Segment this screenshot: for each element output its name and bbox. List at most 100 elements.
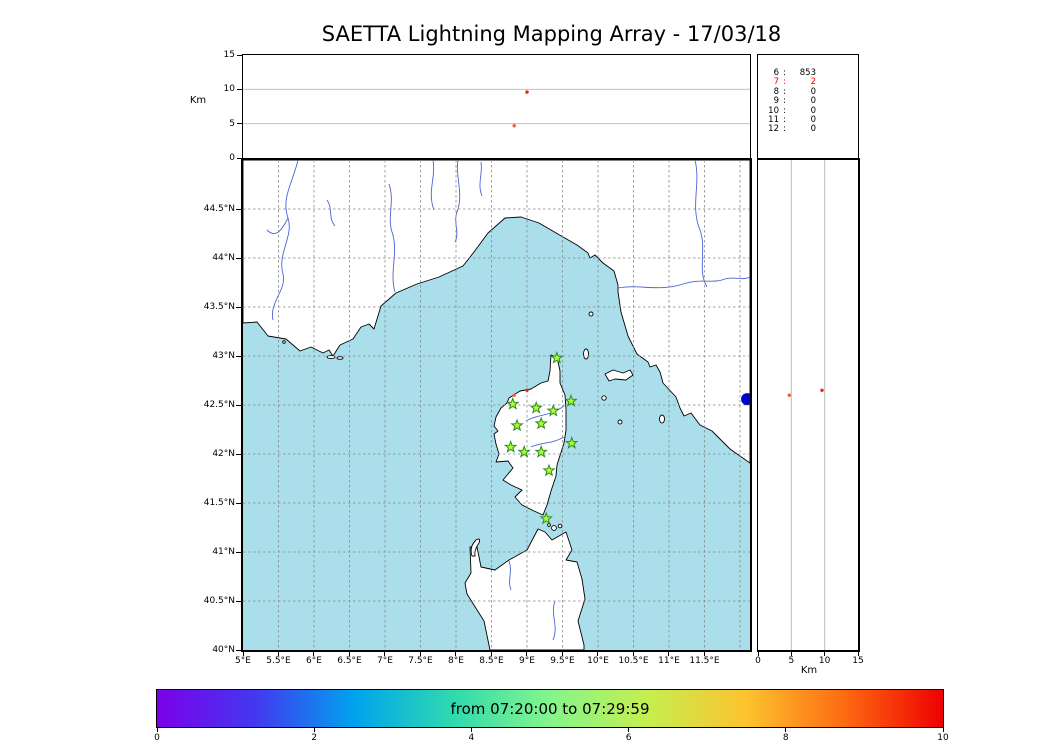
lightning-source-dot [525,388,529,392]
colorbar-label: from 07:20:00 to 07:29:59 [450,699,650,718]
lon-axis-tick-label: 7°E [377,656,393,666]
station-count-row: 10: 0 [767,105,858,116]
tick-mark [242,652,244,656]
tick-mark [236,600,241,602]
river [430,160,435,211]
lat-axis-tick-label: 44.5°N [203,204,235,214]
tick-mark [237,54,242,56]
alt-axis-tick-label: 5 [788,656,795,666]
count-cell: 0 [810,96,816,107]
lon-axis-tick-label: 5.5°E [266,656,291,666]
tick-mark [313,728,315,732]
latitude-altitude-panel [757,158,860,652]
lma-station-star [506,396,520,410]
tick-mark [455,652,457,656]
river-tiber-upper [694,160,708,288]
lat-axis-tick-label: 40.5°N [203,596,235,606]
colorbar-tick-label: 8 [782,733,789,743]
alt-axis-tick-label: 0 [229,153,235,163]
alt-axis-label: Km [189,95,207,106]
map-markers [503,350,750,525]
river-tavignano [530,436,565,448]
count-cell: 7 [773,77,779,88]
count-cell: : [783,105,786,116]
tick-mark [236,649,241,651]
count-cell: 0 [810,124,816,135]
count-cell: : [783,86,786,97]
tick-mark [824,652,826,656]
map [243,160,750,650]
lma-station-star [539,511,553,525]
lon-axis-tick-label: 6.5°E [337,656,362,666]
island-riou [282,340,286,344]
coastline-mainland [243,160,750,464]
tick-mark [236,502,241,504]
lon-axis-tick-label: 6°E [306,656,322,666]
river [479,161,483,197]
lon-axis-tick-label: 8°E [448,656,464,666]
count-cell: 11 [768,115,779,126]
count-cell: 0 [810,86,816,97]
latitude-panel-plot [787,160,826,650]
tick-mark [526,652,528,656]
tick-mark [236,306,241,308]
river-arno [617,276,750,289]
tick-mark [236,551,241,553]
altitude-panel-plot [243,88,750,128]
count-cell: 0 [810,105,816,116]
count-cell: 853 [799,68,816,78]
tick-mark [632,652,634,656]
river [326,199,336,227]
station-count-row: 12: 0 [767,124,858,135]
island-port-cros [336,356,344,360]
lat-axis-tick-label: 43.5°N [203,302,235,312]
tick-mark [785,728,787,732]
lma-station-star [529,400,543,414]
page-title: SAETTA Lightning Mapping Array - 17/03/1… [321,22,782,46]
map-panel [241,158,752,652]
alt-axis-tick-label: 15 [223,50,235,60]
lon-axis-tick-label: 5°E [235,656,251,666]
alt-axis-label-bottom: Km [800,665,818,676]
tick-mark [237,123,242,125]
lightning-source-dot [820,388,824,392]
lat-axis-tick-label: 40°N [212,645,235,655]
tick-mark [236,453,241,455]
lightning-source-dot [512,124,516,128]
lat-axis-tick-label: 43°N [212,351,235,361]
count-cell: 8 [773,86,779,97]
station-count-row: 8: 0 [767,86,858,97]
tick-mark [236,257,241,259]
lon-axis-tick-label: 9.5°E [550,656,575,666]
lma-station-star [546,403,560,417]
tick-mark [470,728,472,732]
island-giglio [659,414,665,424]
island-maddalena [547,523,551,527]
tick-mark [156,728,158,732]
count-cell: : [783,77,786,88]
lat-axis-tick-label: 41°N [212,547,235,557]
island-maddalena [551,525,557,531]
lma-station-star [550,350,564,364]
river [508,560,512,591]
lma-station-star [542,463,556,477]
lightning-source-dot [512,393,516,397]
colorbar-tick-label: 4 [468,733,475,743]
tick-mark [419,652,421,656]
lon-axis-tick-label: 9°E [519,656,535,666]
coastline-corsica [493,354,567,516]
tick-mark [236,404,241,406]
river [388,183,396,293]
lon-axis-tick-label: 10.5°E [618,656,649,666]
river [266,217,289,234]
tick-mark [236,355,241,357]
river-golo [525,405,565,422]
island-gorgona [588,311,594,317]
colorbar: from 07:20:00 to 07:29:59 [156,689,944,728]
station-counts-panel: 6: 853 7: 2 8: 0 9: 0 10: 0 11: 0 12: 0 [757,54,859,159]
tick-mark [236,208,241,210]
island-montecristo [617,419,623,425]
island-pianosa [601,395,607,401]
count-cell: 10 [768,105,779,116]
tick-mark [757,652,759,656]
